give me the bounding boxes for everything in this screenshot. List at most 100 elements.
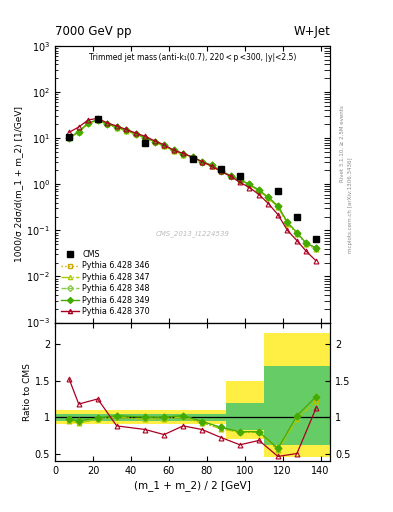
Pythia 6.428 370 (181, 151, 185, 157)
Pythia 6.428 370 (190, 154, 195, 160)
Pythia 6.428 349 (209, 162, 214, 168)
Text: CMS_2013_I1224539: CMS_2013_I1224539 (156, 231, 230, 238)
Pythia 6.428 347 (67, 135, 72, 141)
Pythia 6.428 348 (275, 203, 280, 209)
Pythia 6.428 346 (114, 124, 119, 131)
Pythia 6.428 349 (200, 159, 204, 165)
Pythia 6.428 346 (209, 163, 214, 169)
Pythia 6.428 370 (133, 130, 138, 136)
Pythia 6.428 346 (171, 148, 176, 154)
Pythia 6.428 347 (314, 246, 318, 252)
Pythia 6.428 348 (285, 219, 290, 225)
Pythia 6.428 348 (190, 154, 195, 160)
Pythia 6.428 346 (105, 121, 110, 127)
Pythia 6.428 348 (105, 121, 110, 127)
Pythia 6.428 347 (95, 117, 100, 123)
Pythia 6.428 348 (247, 181, 252, 187)
Pythia 6.428 349 (162, 142, 167, 148)
Pythia 6.428 370 (285, 227, 290, 233)
Pythia 6.428 347 (86, 120, 90, 126)
Pythia 6.428 348 (124, 127, 129, 133)
Pythia 6.428 346 (143, 135, 147, 141)
Pythia 6.428 349 (124, 127, 129, 133)
Pythia 6.428 347 (143, 135, 147, 141)
Pythia 6.428 346 (200, 159, 204, 165)
Pythia 6.428 347 (171, 148, 176, 154)
Pythia 6.428 347 (209, 163, 214, 169)
Pythia 6.428 348 (304, 241, 309, 247)
Pythia 6.428 349 (247, 181, 252, 187)
Text: W+Jet: W+Jet (293, 26, 330, 38)
Pythia 6.428 346 (67, 135, 72, 141)
Pythia 6.428 346 (247, 182, 252, 188)
Pythia 6.428 349 (171, 147, 176, 153)
Pythia 6.428 347 (162, 143, 167, 149)
Pythia 6.428 370 (95, 115, 100, 121)
Pythia 6.428 370 (162, 142, 167, 148)
Pythia 6.428 348 (162, 142, 167, 148)
Pythia 6.428 347 (266, 195, 271, 201)
Pythia 6.428 347 (190, 155, 195, 161)
Pythia 6.428 347 (181, 152, 185, 158)
Pythia 6.428 370 (304, 248, 309, 254)
Pythia 6.428 370 (266, 201, 271, 207)
Pythia 6.428 349 (67, 135, 72, 141)
Pythia 6.428 348 (86, 120, 90, 126)
Pythia 6.428 349 (86, 120, 90, 126)
Y-axis label: 1000/σ 2dσ/d(m_1 + m_2) [1/GeV]: 1000/σ 2dσ/d(m_1 + m_2) [1/GeV] (15, 106, 24, 262)
Pythia 6.428 370 (219, 168, 223, 175)
Pythia 6.428 347 (219, 168, 223, 175)
Pythia 6.428 348 (266, 195, 271, 201)
Pythia 6.428 346 (304, 241, 309, 247)
Pythia 6.428 348 (133, 131, 138, 137)
Pythia 6.428 346 (190, 155, 195, 161)
Pythia 6.428 349 (114, 124, 119, 130)
Pythia 6.428 349 (285, 219, 290, 225)
Pythia 6.428 370 (200, 159, 204, 165)
Pythia 6.428 348 (152, 139, 157, 145)
Line: Pythia 6.428 370: Pythia 6.428 370 (67, 116, 318, 263)
Pythia 6.428 370 (171, 147, 176, 153)
Pythia 6.428 370 (105, 120, 110, 126)
Pythia 6.428 346 (152, 139, 157, 145)
Line: Pythia 6.428 347: Pythia 6.428 347 (67, 118, 318, 251)
Pythia 6.428 348 (171, 147, 176, 153)
Pythia 6.428 347 (285, 221, 290, 227)
Pythia 6.428 370 (76, 124, 81, 130)
Pythia 6.428 347 (304, 241, 309, 247)
Pythia 6.428 346 (181, 152, 185, 158)
Text: Trimmed jet mass (anti-k₁(0.7), 220 < p <300, |y|<2.5): Trimmed jet mass (anti-k₁(0.7), 220 < p … (89, 53, 296, 62)
Pythia 6.428 346 (124, 127, 129, 134)
Pythia 6.428 370 (114, 123, 119, 129)
Pythia 6.428 346 (257, 188, 261, 194)
Pythia 6.428 347 (257, 188, 261, 194)
Pythia 6.428 370 (238, 179, 242, 185)
Pythia 6.428 348 (143, 135, 147, 141)
Line: Pythia 6.428 349: Pythia 6.428 349 (67, 117, 318, 250)
Pythia 6.428 349 (257, 187, 261, 193)
Text: Rivet 3.1.10, ≥ 2.5M events: Rivet 3.1.10, ≥ 2.5M events (340, 105, 345, 182)
Pythia 6.428 349 (295, 229, 299, 236)
Pythia 6.428 349 (152, 139, 157, 145)
Pythia 6.428 346 (238, 178, 242, 184)
Pythia 6.428 346 (76, 129, 81, 135)
Pythia 6.428 347 (152, 139, 157, 145)
Pythia 6.428 348 (181, 151, 185, 157)
Pythia 6.428 370 (209, 163, 214, 169)
Pythia 6.428 347 (295, 230, 299, 237)
Pythia 6.428 347 (105, 121, 110, 127)
Pythia 6.428 348 (238, 177, 242, 183)
Pythia 6.428 348 (209, 162, 214, 168)
Pythia 6.428 347 (238, 178, 242, 184)
Pythia 6.428 348 (295, 229, 299, 236)
Pythia 6.428 370 (275, 211, 280, 218)
Pythia 6.428 346 (86, 120, 90, 126)
Pythia 6.428 370 (257, 191, 261, 198)
Text: mcplots.cern.ch [arXiv:1306.3436]: mcplots.cern.ch [arXiv:1306.3436] (348, 157, 353, 252)
Pythia 6.428 348 (67, 135, 72, 141)
Pythia 6.428 349 (228, 173, 233, 179)
Pythia 6.428 346 (295, 230, 299, 237)
Pythia 6.428 347 (275, 204, 280, 210)
Pythia 6.428 370 (152, 138, 157, 144)
Pythia 6.428 370 (67, 129, 72, 135)
